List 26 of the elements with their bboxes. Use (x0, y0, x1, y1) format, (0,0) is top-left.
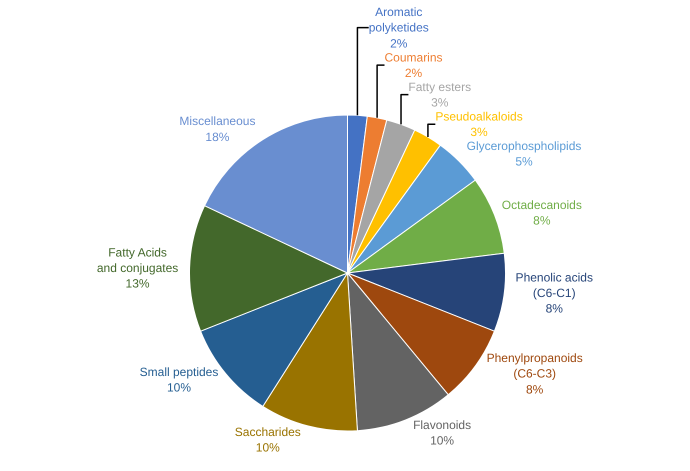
slice-label: Fatty esters (408, 80, 472, 94)
slice-label: Aromatic polyketides (368, 5, 429, 35)
data-label: 3% (470, 125, 488, 140)
slice-label: Coumarins (384, 50, 443, 64)
data-label: 10% (256, 440, 280, 455)
slice-label: Phenolic acids (C6-C1) (516, 270, 593, 300)
slice-label: Glycerophospholipids (466, 139, 582, 154)
slice-label: Fatty Acids and conjugates (96, 245, 178, 276)
slice-label: Small peptides (140, 364, 218, 379)
data-label: 2% (390, 36, 408, 50)
data-label: 13% (126, 276, 150, 291)
slice-label: Pseudoalkaloids (435, 109, 523, 124)
data-label: 10% (166, 380, 192, 395)
slice-label: Flavonoids (413, 418, 472, 432)
data-label: 2% (404, 66, 423, 80)
data-label: 3% (431, 95, 449, 110)
data-label: 5% (515, 154, 533, 169)
data-label: 8% (533, 214, 551, 228)
data-label: 10% (430, 434, 454, 448)
slice-label: Miscellaneous (179, 114, 256, 128)
slice-label: Saccharides (234, 425, 301, 440)
slice-label: Phenylpropanoids (C6-C3) (486, 351, 583, 381)
data-label: 8% (526, 382, 544, 396)
slice-label: Octadecanoids (502, 198, 582, 212)
data-label: 8% (546, 302, 564, 316)
data-label: 18% (205, 130, 230, 144)
